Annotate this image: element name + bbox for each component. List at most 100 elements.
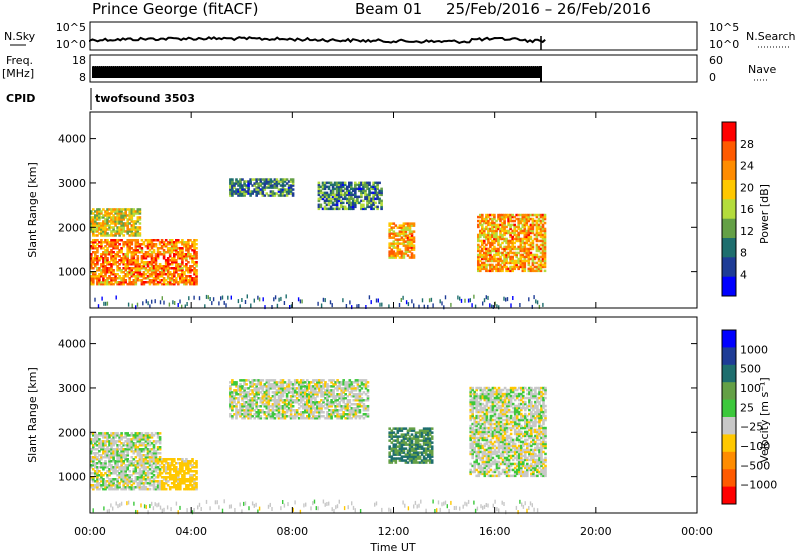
heatmap-cell	[424, 449, 428, 452]
heatmap-cell	[98, 442, 101, 445]
heatmap-cell	[251, 379, 254, 382]
heatmap-cell	[106, 432, 109, 435]
heatmap-cell	[406, 449, 410, 452]
heatmap-cell	[253, 190, 256, 193]
heatmap-cell	[177, 275, 180, 278]
heatmap-cell	[378, 181, 381, 185]
heatmap-cell	[404, 437, 408, 440]
heatmap-cell	[422, 435, 426, 438]
heatmap-cell	[156, 452, 160, 455]
heatmap-cell	[130, 228, 134, 231]
heatmap-cell	[348, 387, 352, 390]
heatmap-cell	[469, 434, 472, 438]
heatmap-cell	[404, 240, 408, 243]
heatmap-cell	[98, 440, 101, 443]
heatmap-cell	[291, 188, 295, 191]
heatmap-cell	[255, 403, 258, 406]
heatmap-cell	[503, 221, 506, 225]
heatmap-cell	[142, 478, 146, 481]
heatmap-cell	[92, 216, 95, 219]
heatmap-cell	[497, 269, 500, 273]
heatmap-cell	[231, 186, 234, 189]
heatmap-cell	[144, 456, 148, 459]
heatmap-cell	[340, 381, 343, 384]
heatmap-cell	[102, 232, 105, 235]
heatmap-cell	[128, 241, 131, 244]
heatmap-cell	[279, 194, 283, 197]
heatmap-cell	[394, 256, 398, 259]
heatmap-cell	[483, 298, 486, 303]
heatmap-cell	[541, 259, 545, 263]
heatmap-cell	[356, 411, 360, 414]
heatmap-cell	[380, 201, 383, 205]
heatmap-cell	[96, 456, 99, 459]
heatmap-cell	[481, 247, 484, 251]
heatmap-cell	[366, 409, 370, 412]
heatmap-cell	[495, 239, 498, 243]
heatmap-cell	[336, 417, 339, 420]
heatmap-cell	[402, 226, 406, 229]
heatmap-cell	[354, 403, 358, 406]
heatmap-cell	[239, 184, 242, 187]
heatmap-cell	[541, 227, 545, 231]
heatmap-cell	[146, 277, 150, 280]
heatmap-cell	[177, 474, 180, 477]
heatmap-cell	[354, 193, 357, 197]
heatmap-cell	[358, 185, 361, 189]
heatmap-cell	[134, 476, 138, 479]
heatmap-cell	[134, 442, 138, 445]
heatmap-cell	[348, 183, 351, 187]
heatmap-cell	[362, 203, 365, 207]
heatmap-cell	[249, 389, 252, 392]
heatmap-cell	[112, 466, 115, 469]
heatmap-cell	[102, 484, 105, 487]
heatmap-cell	[112, 460, 115, 463]
heatmap-cell	[388, 431, 391, 434]
heatmap-cell	[152, 450, 156, 453]
heatmap-cell	[354, 199, 357, 203]
heatmap-cell	[144, 245, 148, 248]
heatmap-cell	[406, 433, 410, 436]
heatmap-cell	[160, 269, 164, 272]
heatmap-cell	[521, 237, 525, 241]
heatmap-cell	[503, 249, 506, 253]
heatmap-cell	[323, 193, 327, 197]
heatmap-cell	[531, 269, 535, 273]
heatmap-cell	[420, 461, 424, 464]
heatmap-cell	[422, 461, 426, 464]
heatmap-cell	[193, 487, 196, 491]
heatmap-cell	[177, 251, 180, 254]
heatmap-cell	[130, 282, 134, 286]
heatmap-cell	[122, 444, 125, 447]
heatmap-cell	[94, 472, 97, 475]
heatmap-cell	[124, 466, 127, 469]
nave-tick-low: 0	[709, 71, 716, 84]
heatmap-cell	[128, 247, 131, 250]
heatmap-cell	[90, 476, 93, 479]
heatmap-cell	[102, 474, 105, 477]
heatmap-cell	[523, 231, 527, 235]
heatmap-cell	[92, 281, 95, 284]
heatmap-cell	[304, 401, 307, 404]
heatmap-cell	[346, 381, 350, 384]
heatmap-cell	[269, 405, 273, 408]
heatmap-cell	[413, 303, 415, 308]
heatmap-cell	[128, 478, 131, 481]
heatmap-cell	[414, 441, 418, 444]
heatmap-cell	[249, 190, 252, 193]
heatmap-cell	[142, 487, 146, 491]
heatmap-cell	[337, 187, 341, 191]
heatmap-cell	[529, 227, 533, 231]
heatmap-cell	[261, 186, 265, 189]
heatmap-cell	[337, 185, 341, 189]
heatmap-cell	[144, 482, 148, 485]
heatmap-cell	[189, 480, 192, 483]
heatmap-cell	[140, 243, 144, 246]
heatmap-cell	[148, 480, 152, 483]
heatmap-cell	[330, 399, 333, 402]
nsky-strip-frame	[89, 21, 698, 51]
heatmap-cell	[189, 267, 192, 270]
heatmap-cell	[181, 460, 184, 463]
heatmap-cell	[181, 281, 184, 284]
heatmap-cell	[110, 263, 113, 266]
